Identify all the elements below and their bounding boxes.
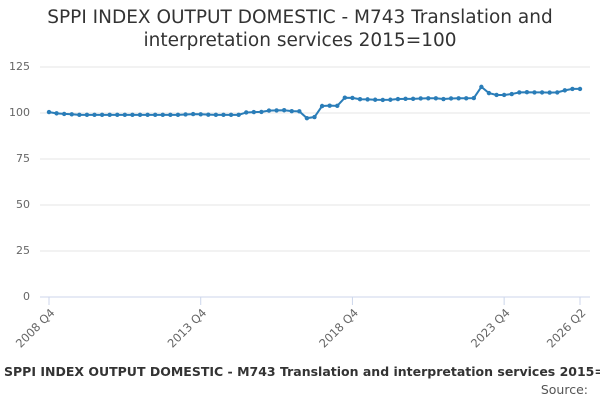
point bbox=[122, 112, 128, 118]
point bbox=[403, 96, 408, 102]
point bbox=[456, 96, 461, 101]
x-tick-label: 2023 Q4 bbox=[468, 306, 513, 351]
point bbox=[418, 96, 423, 101]
x-tick-label: 2008 Q4 bbox=[13, 306, 58, 351]
point bbox=[357, 97, 363, 102]
point bbox=[137, 112, 143, 118]
point bbox=[130, 112, 135, 118]
point bbox=[289, 108, 294, 114]
point bbox=[365, 97, 370, 102]
y-tick-label: 50 bbox=[16, 198, 30, 211]
point bbox=[426, 96, 431, 101]
point bbox=[479, 84, 484, 90]
source: Source: bbox=[540, 382, 588, 397]
footer: SPPI INDEX OUTPUT DOMESTIC - M743 Transl… bbox=[4, 364, 600, 379]
point bbox=[532, 90, 537, 95]
point bbox=[46, 109, 52, 115]
point bbox=[327, 103, 332, 108]
point bbox=[304, 115, 310, 121]
point bbox=[274, 108, 279, 113]
x-tick-label: 2018 Q4 bbox=[316, 306, 361, 351]
point bbox=[509, 91, 514, 97]
y-tick-label: 0 bbox=[23, 290, 30, 303]
point bbox=[251, 109, 257, 115]
point bbox=[486, 90, 492, 96]
point bbox=[501, 92, 507, 98]
point bbox=[54, 111, 59, 116]
point bbox=[433, 96, 439, 101]
point bbox=[84, 112, 90, 118]
point bbox=[380, 97, 385, 103]
point bbox=[221, 112, 226, 118]
point bbox=[335, 103, 340, 109]
point bbox=[69, 112, 74, 117]
point bbox=[494, 92, 499, 98]
point bbox=[77, 112, 82, 118]
point bbox=[236, 112, 241, 118]
point bbox=[464, 96, 469, 101]
point bbox=[312, 114, 317, 120]
point bbox=[281, 108, 287, 113]
point bbox=[145, 112, 150, 118]
point bbox=[160, 112, 165, 118]
point bbox=[183, 112, 188, 117]
point bbox=[190, 111, 196, 117]
point bbox=[441, 96, 446, 102]
point bbox=[570, 86, 575, 92]
point bbox=[99, 112, 105, 118]
y-tick-label: 125 bbox=[9, 60, 30, 73]
point bbox=[410, 96, 416, 102]
point bbox=[395, 96, 401, 102]
point bbox=[168, 112, 173, 118]
y-tick-label: 75 bbox=[16, 152, 30, 165]
point bbox=[206, 112, 211, 117]
point bbox=[372, 97, 378, 102]
point bbox=[228, 112, 234, 118]
point bbox=[319, 103, 325, 109]
y-tick-label: 25 bbox=[16, 244, 30, 257]
point bbox=[388, 97, 393, 102]
point bbox=[539, 90, 545, 95]
point bbox=[213, 112, 219, 118]
point bbox=[555, 90, 560, 95]
point bbox=[61, 111, 67, 117]
y-tick-label: 100 bbox=[9, 106, 30, 119]
point bbox=[577, 86, 583, 92]
point bbox=[244, 110, 249, 115]
point bbox=[350, 95, 355, 101]
point bbox=[524, 90, 530, 95]
point bbox=[92, 112, 97, 118]
point bbox=[107, 112, 112, 118]
point bbox=[115, 112, 120, 118]
point bbox=[342, 95, 348, 100]
x-tick-label: 2026 Q2 bbox=[544, 306, 589, 351]
point bbox=[175, 112, 181, 118]
point bbox=[153, 112, 158, 118]
point bbox=[259, 109, 264, 115]
point bbox=[198, 112, 203, 117]
x-tick-label: 2013 Q4 bbox=[165, 306, 210, 351]
point bbox=[547, 90, 552, 95]
point bbox=[471, 95, 476, 101]
point bbox=[266, 108, 272, 113]
point bbox=[562, 88, 568, 93]
point bbox=[517, 90, 522, 95]
point bbox=[297, 109, 302, 114]
point bbox=[448, 96, 454, 101]
chart-title: SPPI INDEX OUTPUT DOMESTIC - M743 Transl… bbox=[47, 7, 553, 51]
